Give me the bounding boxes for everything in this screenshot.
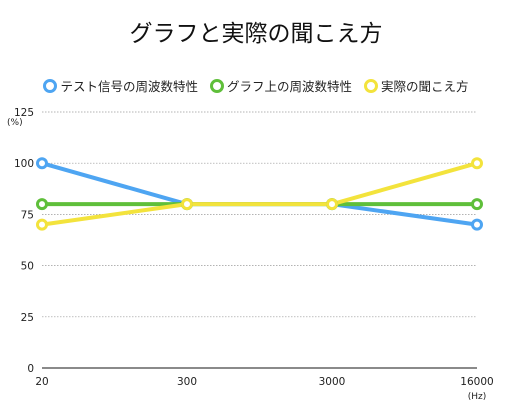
legend: テスト信号の周波数特性 グラフ上の周波数特性 実際の聞こえ方 xyxy=(0,76,512,95)
series-line-2 xyxy=(41,161,478,227)
y-tick-label-0: 0 xyxy=(27,363,34,375)
legend-marker-actual xyxy=(364,78,378,93)
legend-marker-graph xyxy=(209,78,224,93)
x-tick-label-300: 300 xyxy=(177,376,197,388)
legend-item-graph: グラフ上の周波数特性 xyxy=(209,76,352,95)
y-tick-label-125: 125 xyxy=(14,107,34,119)
legend-label-graph: グラフ上の周波数特性 xyxy=(226,79,352,94)
y-unit-label: (%) xyxy=(7,118,23,128)
y-tick-label-75: 75 xyxy=(21,209,34,221)
series-2-point-0 xyxy=(36,218,48,231)
series-2-point-3 xyxy=(471,157,483,170)
series-1-point-0 xyxy=(36,198,48,211)
series-2-point-2 xyxy=(326,198,338,211)
legend-label-actual: 実際の聞こえ方 xyxy=(381,79,469,94)
x-tick-label-20: 20 xyxy=(35,376,48,388)
chart-title: グラフと実際の聞こえ方 xyxy=(129,21,383,47)
series-0-point-0 xyxy=(36,157,48,170)
x-tick-label-3000: 3000 xyxy=(319,376,346,388)
legend-marker-test-signal xyxy=(43,78,58,93)
legend-item-actual: 実際の聞こえ方 xyxy=(364,76,469,95)
series-1-point-3 xyxy=(471,198,483,211)
series-2-point-1 xyxy=(181,198,193,211)
legend-label-test-signal: テスト信号の周波数特性 xyxy=(60,79,198,94)
series-0-point-3 xyxy=(471,218,483,231)
y-tick-label-100: 100 xyxy=(14,158,34,170)
x-unit-label: (Hz) xyxy=(468,392,487,402)
legend-item-test-signal: テスト信号の周波数特性 xyxy=(43,76,198,95)
x-tick-label-16000: 16000 xyxy=(460,376,493,388)
y-tick-label-25: 25 xyxy=(21,312,34,324)
y-tick-label-50: 50 xyxy=(21,261,34,273)
